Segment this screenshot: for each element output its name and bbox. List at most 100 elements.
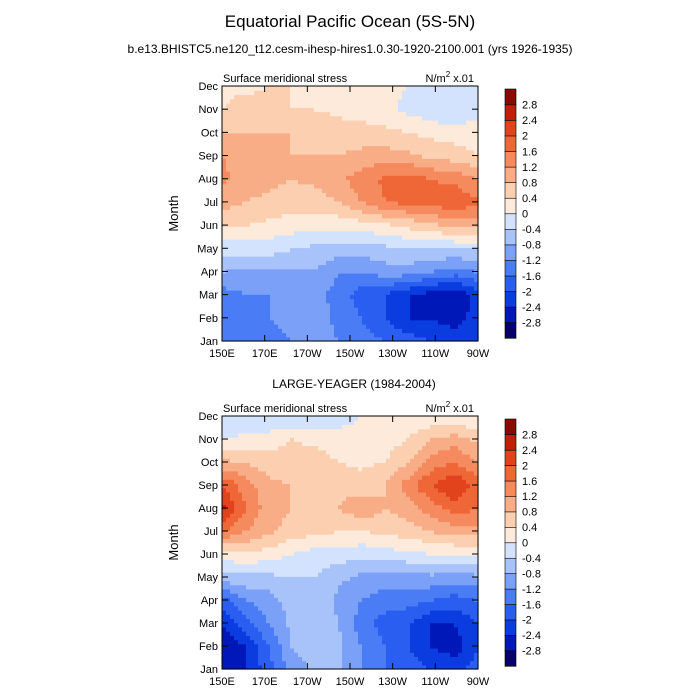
heatmap-cell [234,273,239,278]
heatmap-cell [274,664,279,670]
heatmap-cell [358,631,363,636]
heatmap-cell [430,307,435,312]
heatmap-cell [466,120,471,125]
heatmap-cell [434,247,439,253]
heatmap-cell [294,635,299,641]
heatmap-cell [358,622,363,628]
heatmap-cell [430,618,435,624]
heatmap-cell [286,149,291,155]
heatmap-cell [310,332,315,338]
heatmap-cell [278,111,283,117]
heatmap-cell [294,601,299,607]
heatmap-cell [362,660,367,666]
heatmap-cell [366,158,371,164]
heatmap-cell [414,200,419,206]
heatmap-cell [446,652,451,657]
heatmap-cell [418,192,423,198]
heatmap-cell [426,124,431,130]
heatmap-cell [258,307,263,312]
heatmap-cell [346,277,351,283]
heatmap-cell [406,264,411,270]
heatmap-cell [442,332,447,338]
heatmap-cell [466,94,471,100]
heatmap-cell [338,273,343,278]
heatmap-cell [378,217,383,223]
heatmap-cell [290,302,295,308]
heatmap-cell [250,315,255,321]
heatmap-cell [370,94,375,100]
heatmap-cell [398,243,403,249]
heatmap-cell [278,175,283,181]
heatmap-cell [430,324,435,329]
heatmap-cell [458,132,463,138]
heatmap-cell [234,609,239,615]
heatmap-cell [230,626,235,632]
heatmap-cell [378,260,383,266]
heatmap-cell [238,209,243,215]
heatmap-cell [318,273,323,278]
heatmap-cell [454,115,459,121]
heatmap-cell [270,90,275,96]
heatmap-cell [238,247,243,253]
heatmap-cell [394,137,399,142]
heatmap-cell [310,145,315,151]
heatmap-cell [430,209,435,215]
heatmap-cell [346,183,351,189]
heatmap-cell [278,652,283,657]
heatmap-cell [442,290,447,295]
heatmap-cell [414,128,419,134]
heatmap-cell [274,264,279,270]
colorbar-swatch [504,197,517,215]
heatmap-cell [230,111,235,117]
heatmap-cell [362,226,367,232]
heatmap-cell [386,128,391,134]
heatmap-cell [254,315,259,321]
heatmap-cell [354,226,359,232]
heatmap-cell [262,166,267,172]
heatmap-cell [370,639,375,645]
heatmap-cell [350,141,355,147]
heatmap-cell [442,179,447,185]
heatmap-cell [270,332,275,338]
heatmap-cell [222,332,227,338]
y-tick-label: Aug [198,174,218,186]
heatmap-cell [298,137,303,142]
heatmap-cell [410,111,415,117]
heatmap-cell [330,256,335,261]
heatmap-cell [378,115,383,121]
heatmap-cell [414,652,419,657]
heatmap-cell [262,626,267,632]
heatmap-cell [230,281,235,287]
heatmap-cell [258,107,263,113]
heatmap-cell [362,111,367,117]
heatmap-cell [266,154,271,159]
heatmap-cell [322,601,327,607]
heatmap-cell [262,213,267,219]
heatmap-cell [450,205,455,210]
heatmap-cell [282,260,287,266]
heatmap-cell [402,120,407,125]
heatmap-cell [410,273,415,278]
heatmap-cell [242,115,247,121]
heatmap-cell [354,166,359,172]
heatmap-cell [274,158,279,164]
heatmap-cell [410,213,415,219]
heatmap-cell [258,209,263,215]
heatmap-cell [390,209,395,215]
heatmap-cell [462,277,467,283]
heatmap-cell [430,137,435,142]
heatmap-cell [450,273,455,278]
heatmap-cell [290,209,295,215]
heatmap-cell [454,285,459,291]
heatmap-cell [222,626,227,632]
heatmap-cell [470,145,475,151]
heatmap-cell [358,277,363,283]
heatmap-cell [306,605,311,611]
heatmap-cell [322,285,327,291]
heatmap-cell [426,226,431,232]
heatmap-cell [230,635,235,641]
heatmap-cell [358,256,363,261]
heatmap-cell [326,268,331,274]
heatmap-cell [250,90,255,96]
heatmap-cell [298,294,303,300]
